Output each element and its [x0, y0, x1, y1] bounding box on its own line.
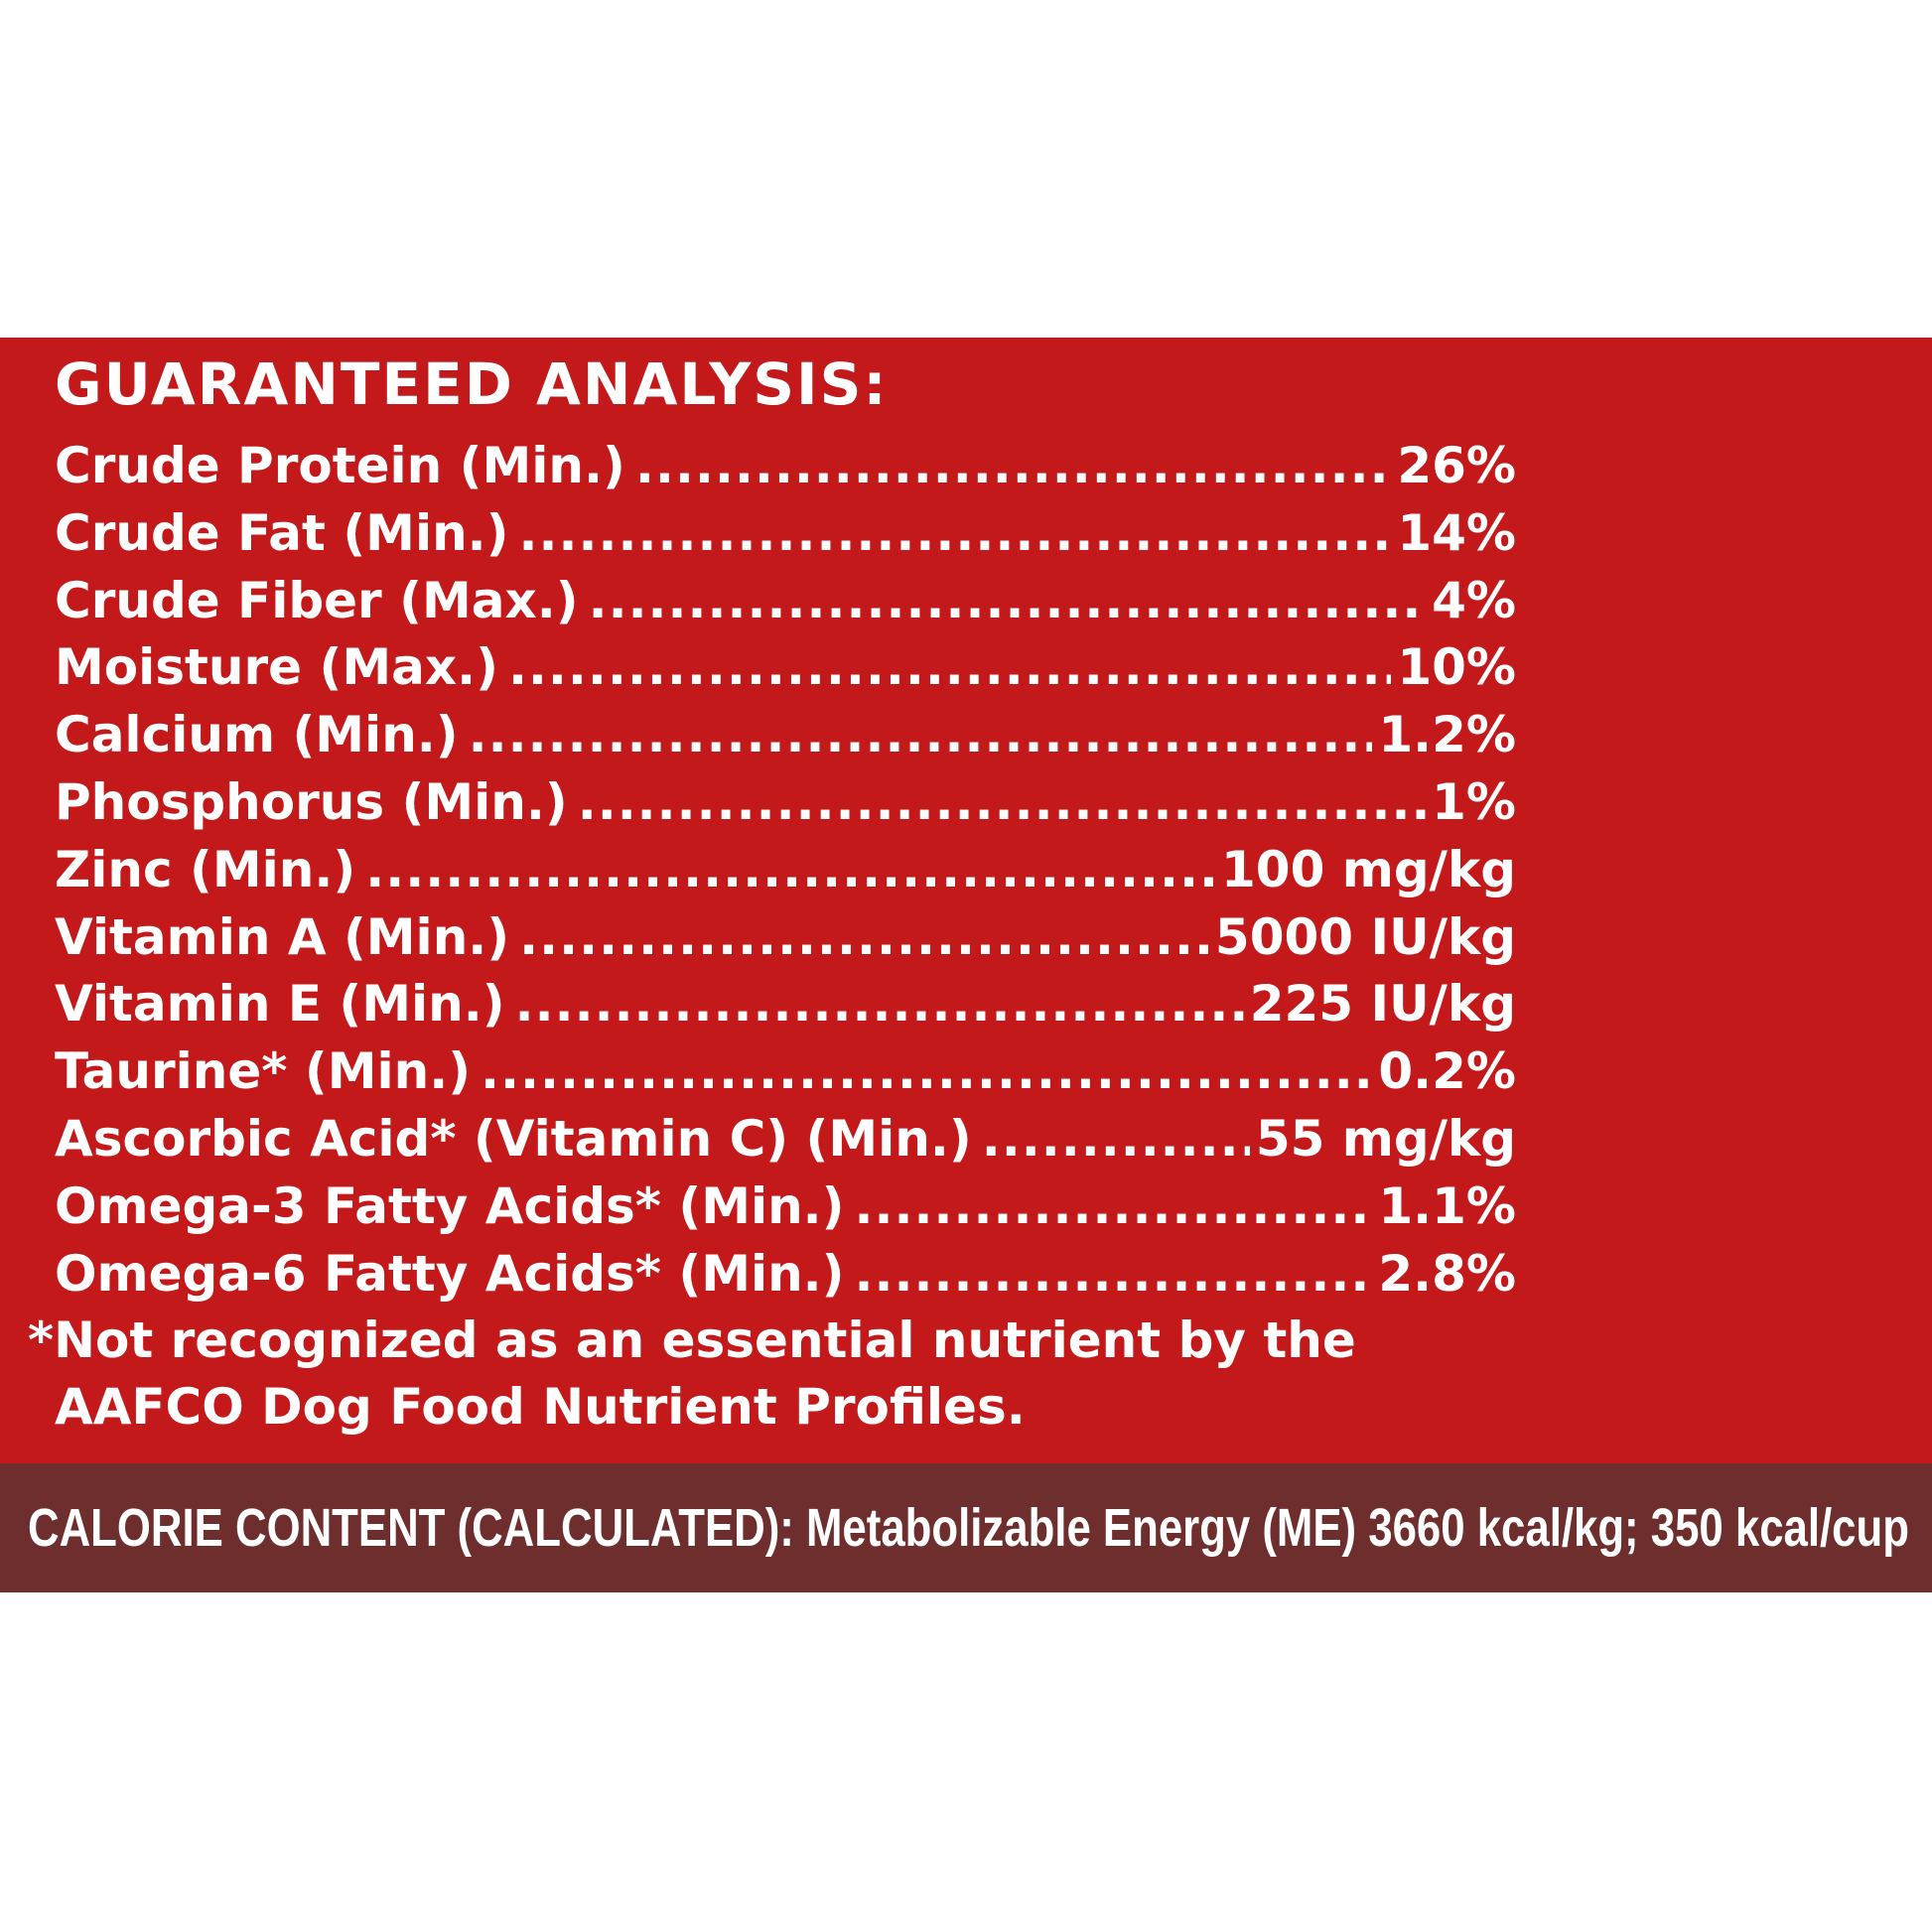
dot-leader	[515, 971, 1244, 1038]
analysis-row: Moisture (Max.) 10%	[55, 634, 1516, 702]
row-value: 10%	[1397, 638, 1516, 697]
analysis-row: Omega-3 Fatty Acids* (Min.) 1.1%	[55, 1173, 1516, 1241]
analysis-row: Crude Fiber (Max.) 4%	[55, 568, 1516, 635]
analysis-row: Vitamin E (Min.) 225 IU/kg	[55, 971, 1516, 1038]
analysis-row: Zinc (Min.) 100 mg/kg	[55, 837, 1516, 904]
row-value: 0.2%	[1378, 1042, 1516, 1101]
analysis-rows: Crude Protein (Min.) 26% Crude Fat (Min.…	[55, 433, 1516, 1308]
row-label: Zinc (Min.)	[55, 840, 356, 898]
row-value: 5000 IU/kg	[1214, 907, 1516, 966]
row-value: 26%	[1397, 437, 1516, 494]
analysis-row: Omega-6 Fatty Acids* (Min.) 2.8%	[55, 1241, 1516, 1309]
row-value: 55 mg/kg	[1255, 1109, 1516, 1168]
dot-leader	[365, 837, 1215, 904]
dot-leader	[855, 1173, 1373, 1241]
row-value: 14%	[1397, 503, 1516, 562]
analysis-title: GUARANTEED ANALYSIS:	[55, 350, 889, 418]
dot-leader	[508, 634, 1391, 702]
dot-leader	[578, 769, 1426, 837]
row-label: Vitamin E (Min.)	[55, 975, 505, 1034]
analysis-row: Phosphorus (Min.) 1%	[55, 769, 1516, 837]
row-value: 1%	[1432, 772, 1516, 831]
footnote-line-1: *Not recognized as an essential nutrient…	[28, 1311, 1356, 1369]
row-value: 1.1%	[1378, 1176, 1516, 1235]
dot-leader	[519, 904, 1209, 972]
row-label: Calcium (Min.)	[55, 706, 459, 764]
footnote: *Not recognized as an essential nutrient…	[28, 1308, 1356, 1441]
dot-leader	[469, 702, 1373, 769]
row-value: 1.2%	[1378, 706, 1516, 764]
row-label: Omega-6 Fatty Acids* (Min.)	[55, 1244, 845, 1303]
analysis-row: Calcium (Min.) 1.2%	[55, 702, 1516, 769]
row-value: 225 IU/kg	[1249, 975, 1516, 1034]
dot-leader	[589, 568, 1427, 635]
analysis-row: Crude Fat (Min.) 14%	[55, 500, 1516, 568]
dot-leader	[982, 1106, 1250, 1173]
row-label: Crude Fat (Min.)	[55, 503, 509, 562]
row-label: Crude Fiber (Max.)	[55, 571, 579, 629]
row-label: Crude Protein (Min.)	[55, 437, 625, 494]
row-label: Taurine* (Min.)	[55, 1042, 472, 1101]
row-label: Ascorbic Acid* (Vitamin C) (Min.)	[55, 1109, 972, 1168]
analysis-row: Crude Protein (Min.) 26%	[55, 433, 1516, 500]
dot-leader	[635, 433, 1391, 500]
dot-leader	[519, 500, 1392, 568]
row-value: 4%	[1432, 571, 1516, 629]
dot-leader	[481, 1038, 1372, 1106]
calorie-content-text: CALORIE CONTENT (CALCULATED): Metaboliza…	[28, 1498, 1909, 1558]
row-label: Omega-3 Fatty Acids* (Min.)	[55, 1176, 845, 1235]
analysis-row: Ascorbic Acid* (Vitamin C) (Min.) 55 mg/…	[55, 1106, 1516, 1173]
analysis-row: Vitamin A (Min.) 5000 IU/kg	[55, 904, 1516, 972]
analysis-row: Taurine* (Min.) 0.2%	[55, 1038, 1516, 1106]
row-value: 2.8%	[1378, 1244, 1516, 1303]
row-value: 100 mg/kg	[1221, 840, 1516, 898]
footnote-line-2: AAFCO Dog Food Nutrient Profiles.	[55, 1378, 1026, 1436]
row-label: Moisture (Max.)	[55, 638, 498, 697]
dot-leader	[855, 1241, 1373, 1309]
row-label: Vitamin A (Min.)	[55, 907, 510, 966]
row-label: Phosphorus (Min.)	[55, 772, 568, 831]
calorie-band	[0, 1463, 1932, 1592]
